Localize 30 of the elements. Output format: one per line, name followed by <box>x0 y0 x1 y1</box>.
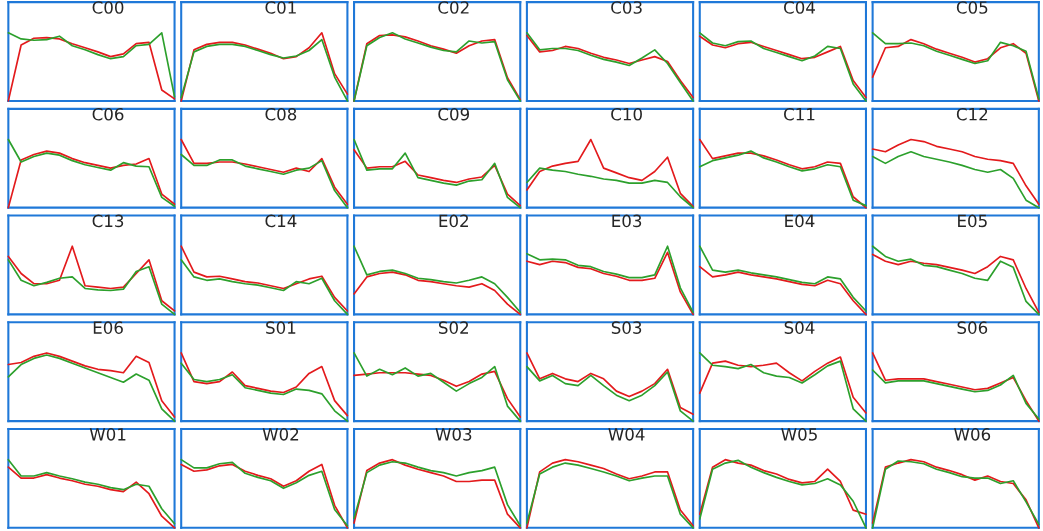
chart-title: C10 <box>611 107 642 121</box>
chart-title: C13 <box>92 214 124 228</box>
chart-title: C14 <box>265 214 297 228</box>
chart-title: S04 <box>784 321 815 334</box>
chart-title: C09 <box>438 107 470 121</box>
chart-title: E04 <box>785 214 815 228</box>
chart-title: W04 <box>608 428 645 441</box>
chart-title: C04 <box>784 1 815 14</box>
chart-title: C02 <box>438 1 469 14</box>
chart-title: E03 <box>612 214 642 228</box>
chart-title: C08 <box>265 107 297 121</box>
chart-title: E06 <box>93 321 123 334</box>
chart-title: E02 <box>439 214 468 228</box>
chart-title: C00 <box>92 1 124 14</box>
chart-title: C01 <box>265 1 296 14</box>
chart-title: W06 <box>954 428 991 441</box>
chart-title: S06 <box>957 321 988 334</box>
chart-title: W01 <box>89 428 126 441</box>
chart-title: W05 <box>781 428 817 441</box>
chart-title: C03 <box>611 1 642 14</box>
chart-title: C06 <box>92 107 124 121</box>
chart-title: S03 <box>611 321 642 334</box>
chart-title: W02 <box>262 428 299 441</box>
chart-title: S01 <box>266 321 296 334</box>
chart-title: C12 <box>956 107 988 121</box>
chart-title: C05 <box>956 1 988 14</box>
chart-title: C11 <box>784 107 815 121</box>
chart-title: W03 <box>435 428 472 441</box>
chart-title: E05 <box>958 214 987 228</box>
chart-title: S02 <box>438 321 468 334</box>
